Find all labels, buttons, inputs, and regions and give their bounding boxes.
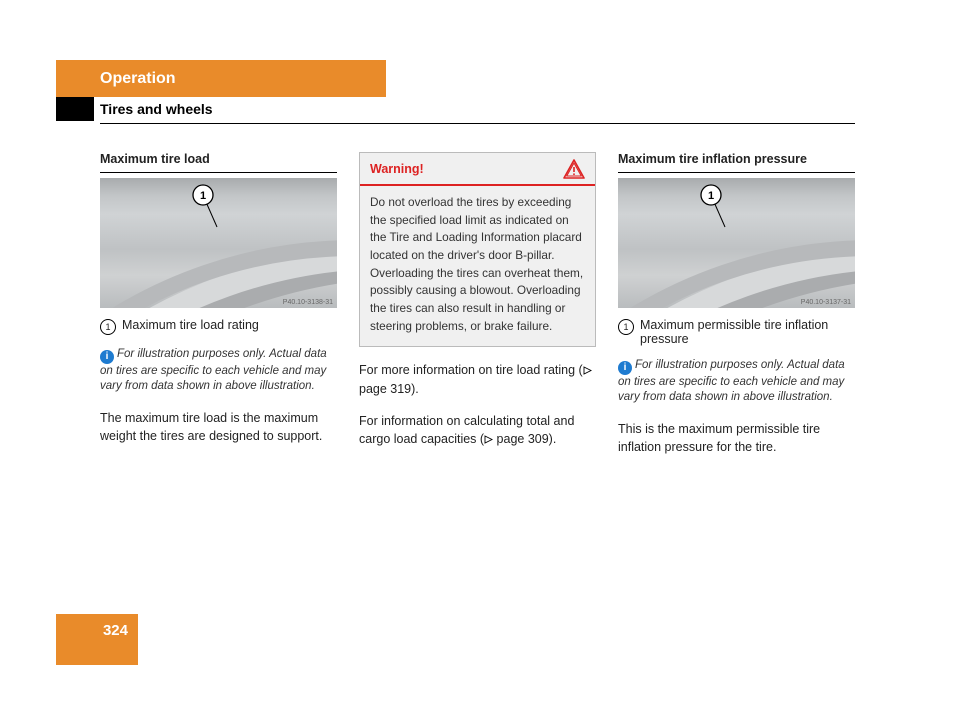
ref-p1-a: For more information on tire load rating… [359,363,583,377]
caption-num-icon: 1 [100,319,116,335]
info-note-text: For illustration purposes only. Actual d… [100,348,327,392]
warning-box: Warning! Do not overload the tires by ex… [359,152,596,347]
header-tab [56,97,94,121]
illustration-code: P40.10-3137-31 [801,299,851,306]
page: Operation Tires and wheels Maximum tire … [0,0,954,716]
svg-text:1: 1 [200,190,206,202]
warning-body: Do not overload the tires by exceeding t… [360,186,595,346]
body-text: The maximum tire load is the maximum wei… [100,409,337,445]
info-note-text: For illustration purposes only. Actual d… [618,359,845,403]
column-warning-refs: Warning! Do not overload the tires by ex… [359,152,596,449]
warning-title: Warning! [370,162,424,176]
heading-max-inflation: Maximum tire inflation pressure [618,152,855,166]
section-header: Operation [56,60,386,97]
page-ref-icon [583,362,592,380]
tire-sidewall-svg: MAX. PERMISS. INFLAT. PRESS. 420 KPA ( 6… [618,178,855,308]
heading-max-tire-load: Maximum tire load [100,152,337,166]
caption-num-icon: 1 [618,319,634,335]
body-text: This is the maximum permissible tire inf… [618,420,855,456]
info-icon: i [100,350,114,364]
column-max-inflation: Maximum tire inflation pressure MAX. PER… [618,152,855,456]
svg-text:1: 1 [708,190,714,202]
caption-text: Maximum tire load rating [122,318,259,332]
warning-triangle-icon [563,159,585,179]
ref-paragraph-1: For more information on tire load rating… [359,361,596,398]
heading-rule [618,172,855,173]
caption-row: 1 Maximum tire load rating [100,318,337,335]
warning-header: Warning! [360,153,595,186]
info-icon: i [618,361,632,375]
caption-row: 1 Maximum permissible tire inflation pre… [618,318,855,346]
illustration-code: P40.10-3138-31 [283,299,333,306]
info-note: iFor illustration purposes only. Actual … [618,358,855,406]
illustration-max-inflation: MAX. PERMISS. INFLAT. PRESS. 420 KPA ( 6… [618,178,855,308]
info-note: iFor illustration purposes only. Actual … [100,347,337,395]
ref-paragraph-2: For information on calculating total and… [359,412,596,449]
heading-rule [100,172,337,173]
subsection-rule [100,123,855,124]
column-max-tire-load: Maximum tire load MAX. LOADRATING 710 KG… [100,152,337,445]
illustration-max-tire-load: MAX. LOADRATING 710 KG ( 1565 LBS ) M 1 … [100,178,337,308]
page-ref-icon [484,431,493,449]
tire-sidewall-svg: MAX. LOADRATING 710 KG ( 1565 LBS ) M 1 [100,178,337,308]
caption-text: Maximum permissible tire inflation press… [640,318,855,346]
subsection-header: Tires and wheels [100,101,213,117]
ref-p1-b: page 319). [359,382,419,396]
page-number-tab [56,647,138,665]
ref-p2-b: page 309). [493,432,556,446]
page-number: 324 [56,614,138,647]
